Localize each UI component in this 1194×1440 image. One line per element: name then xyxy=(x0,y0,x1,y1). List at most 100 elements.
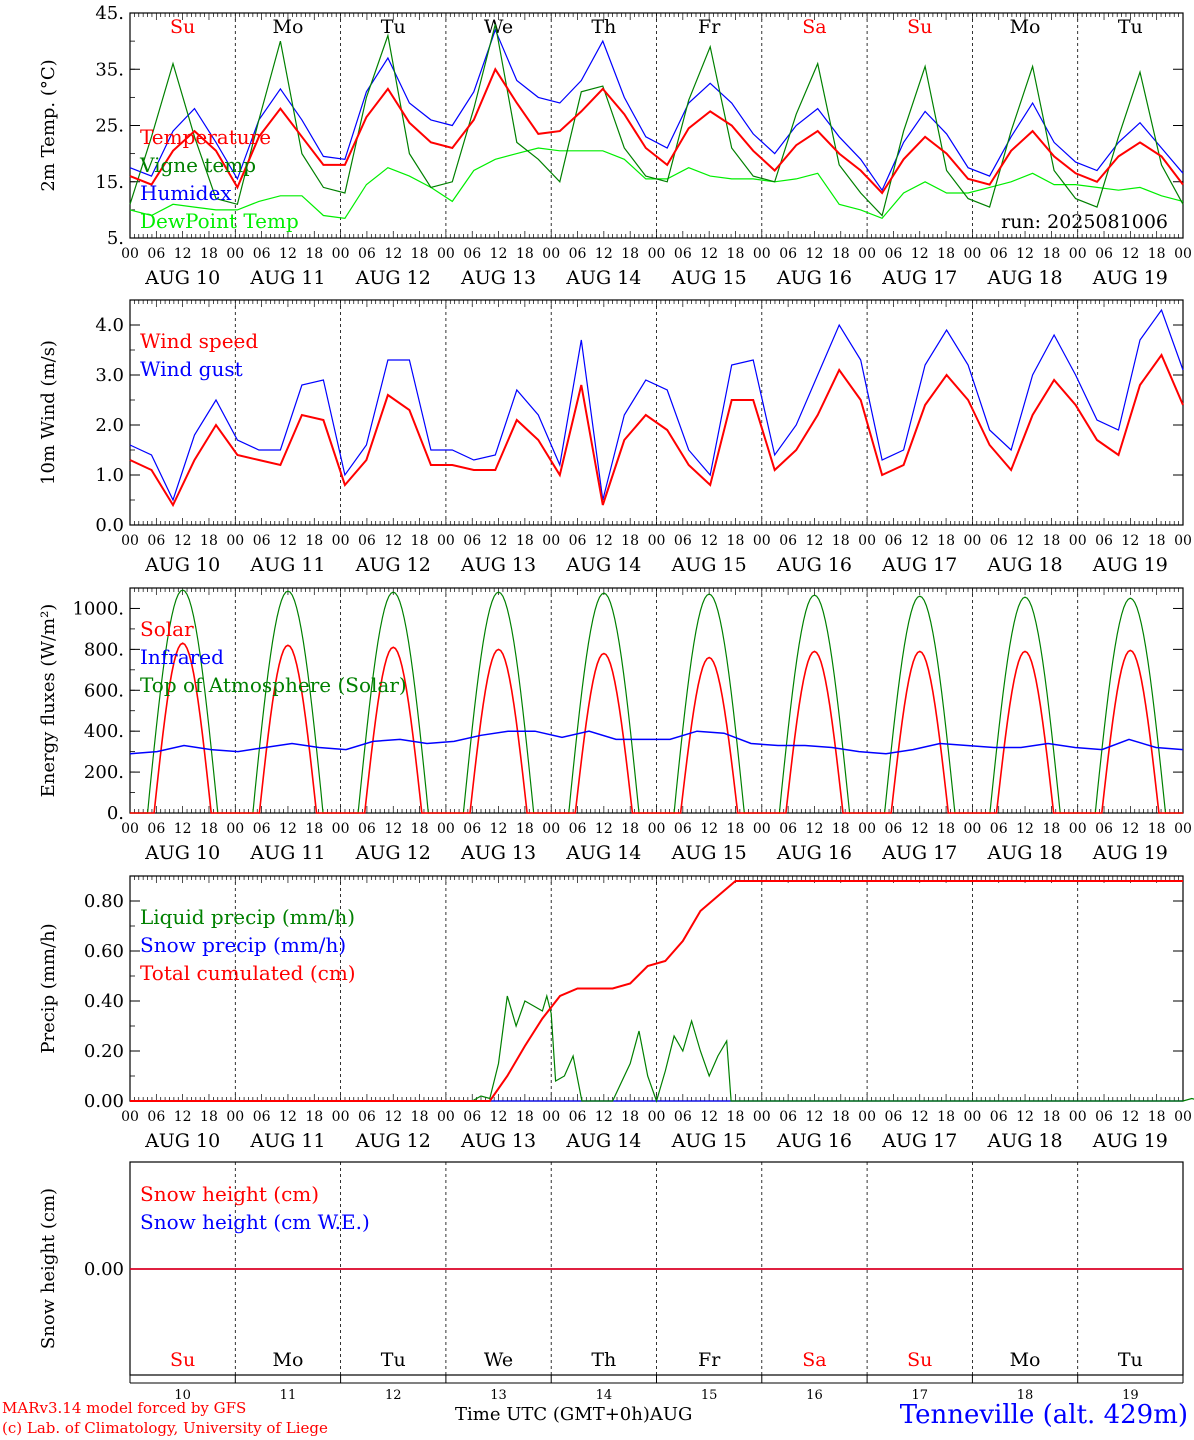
hour-tick-label: 06 xyxy=(253,246,271,262)
day-name: Su xyxy=(907,16,932,38)
energy-panel: 0. 200. 400. 600. 800. 1000. Energy fluxes (W/… xyxy=(38,587,1192,864)
hour-tick-label: 00 xyxy=(332,1109,350,1125)
hour-tick-label: 12 xyxy=(384,246,402,262)
legend-entry: Temperature xyxy=(140,125,271,149)
hour-tick-label: 06 xyxy=(885,246,903,262)
hour-tick-label: 06 xyxy=(1095,1109,1113,1125)
legend-entry: Top of Atmosphere (Solar) xyxy=(140,673,407,697)
series-line xyxy=(130,993,1194,1103)
day-name: Mo xyxy=(1010,1349,1041,1371)
hour-tick-label: 00 xyxy=(753,821,771,837)
hour-tick-label: 12 xyxy=(279,821,297,837)
hour-tick-label: 18 xyxy=(621,821,639,837)
hour-tick-label: 18 xyxy=(1042,821,1060,837)
hour-tick-label: 00 xyxy=(753,246,771,262)
hour-tick-label: 00 xyxy=(1174,821,1192,837)
y-tick-label: 3.0 xyxy=(95,365,124,386)
hour-tick-label: 00 xyxy=(437,821,455,837)
series-line xyxy=(129,308,1184,502)
day-number: 10 xyxy=(174,1388,191,1403)
legend-entry: Humidex xyxy=(140,181,232,205)
copyright-line: (c) Lab. of Climatology, University of L… xyxy=(2,1419,328,1437)
date-label: AUG 13 xyxy=(460,1130,536,1152)
y-tick-label: 15. xyxy=(95,172,124,193)
hour-tick-label: 18 xyxy=(1148,1109,1166,1125)
hour-tick-label: 12 xyxy=(911,1109,929,1125)
hour-tick-label: 00 xyxy=(542,1109,560,1125)
hour-tick-label: 12 xyxy=(174,1109,192,1125)
day-name: Su xyxy=(907,1349,932,1371)
hour-tick-label: 06 xyxy=(463,533,481,549)
hour-tick-label: 12 xyxy=(490,246,508,262)
legend-entry: Liquid precip (mm/h) xyxy=(140,905,355,929)
y-tick-label: 600. xyxy=(84,680,124,701)
date-label: AUG 18 xyxy=(986,267,1062,289)
date-label: AUG 13 xyxy=(460,842,536,864)
hour-tick-label: 06 xyxy=(147,821,165,837)
temperature-panel: 5. 15. 25. 35. 45. 2m Temp. (°C) Su Mo Tu We Th Fr S… xyxy=(38,3,1192,289)
hour-tick-label: 18 xyxy=(1042,246,1060,262)
date-label: AUG 17 xyxy=(881,554,957,576)
hour-tick-label: 18 xyxy=(305,1109,323,1125)
date-label: AUG 10 xyxy=(144,267,220,289)
hour-tick-label: 06 xyxy=(463,1109,481,1125)
legend-entry: Wind speed xyxy=(140,329,258,353)
y-tick-label: 4.0 xyxy=(95,315,124,336)
hour-tick-label: 12 xyxy=(1121,533,1139,549)
hour-tick-label: 06 xyxy=(358,821,376,837)
y-axis-title: Precip (mm/h) xyxy=(38,923,59,1053)
hour-tick-label: 00 xyxy=(1174,1109,1192,1125)
hour-tick-label: 00 xyxy=(332,821,350,837)
hour-tick-label: 18 xyxy=(411,1109,429,1125)
y-tick-label: 0.60 xyxy=(84,941,124,962)
y-tick-label: 45. xyxy=(95,3,124,24)
y-tick-label: 0. xyxy=(107,803,124,824)
date-label: AUG 16 xyxy=(776,1130,852,1152)
day-number: 18 xyxy=(1017,1388,1034,1403)
date-label: AUG 10 xyxy=(144,1130,220,1152)
hour-tick-label: 00 xyxy=(648,821,666,837)
hour-tick-label: 12 xyxy=(1121,1109,1139,1125)
date-label: AUG 18 xyxy=(986,1130,1062,1152)
hour-tick-label: 00 xyxy=(542,821,560,837)
day-number: 19 xyxy=(1122,1388,1139,1403)
day-number: 11 xyxy=(280,1388,297,1403)
day-name: Tu xyxy=(381,1349,406,1371)
hour-tick-label: 18 xyxy=(200,821,218,837)
day-name: Mo xyxy=(272,1349,303,1371)
date-label: AUG 19 xyxy=(1092,1130,1168,1152)
y-tick-label: 0.00 xyxy=(84,1091,124,1112)
hour-tick-label: 06 xyxy=(674,533,692,549)
wind-panel: 0.0 1.0 2.0 3.0 4.0 10m Wind (m/s) Wind speed W… xyxy=(38,299,1192,576)
date-label: AUG 13 xyxy=(460,267,536,289)
series-line xyxy=(129,24,1184,217)
day-name: We xyxy=(484,1349,513,1371)
date-label: AUG 14 xyxy=(565,842,641,864)
hour-tick-label: 00 xyxy=(121,821,139,837)
hour-tick-label: 12 xyxy=(700,533,718,549)
date-label: AUG 13 xyxy=(460,554,536,576)
hour-tick-label: 12 xyxy=(595,821,613,837)
hour-tick-label: 00 xyxy=(1069,246,1087,262)
hour-tick-label: 18 xyxy=(727,246,745,262)
hour-tick-label: 18 xyxy=(305,533,323,549)
hour-tick-label: 00 xyxy=(121,1109,139,1125)
hour-tick-label: 18 xyxy=(1148,821,1166,837)
hour-tick-label: 18 xyxy=(937,533,955,549)
hour-tick-label: 00 xyxy=(542,246,560,262)
hour-tick-label: 06 xyxy=(253,533,271,549)
hour-tick-label: 00 xyxy=(226,246,244,262)
hour-tick-label: 06 xyxy=(779,533,797,549)
hour-tick-label: 00 xyxy=(648,533,666,549)
model-credit: MARv3.14 model forced by GFS (c) Lab. of… xyxy=(2,1398,328,1438)
legend-entry: DewPoint Temp xyxy=(140,209,299,233)
date-label: AUG 12 xyxy=(355,1130,431,1152)
y-tick-label: 0.80 xyxy=(84,891,124,912)
hour-tick-label: 18 xyxy=(832,533,850,549)
hour-tick-label: 06 xyxy=(463,246,481,262)
hour-tick-label: 12 xyxy=(911,821,929,837)
hour-tick-label: 12 xyxy=(384,533,402,549)
hour-tick-label: 00 xyxy=(858,821,876,837)
hour-tick-label: 18 xyxy=(200,533,218,549)
